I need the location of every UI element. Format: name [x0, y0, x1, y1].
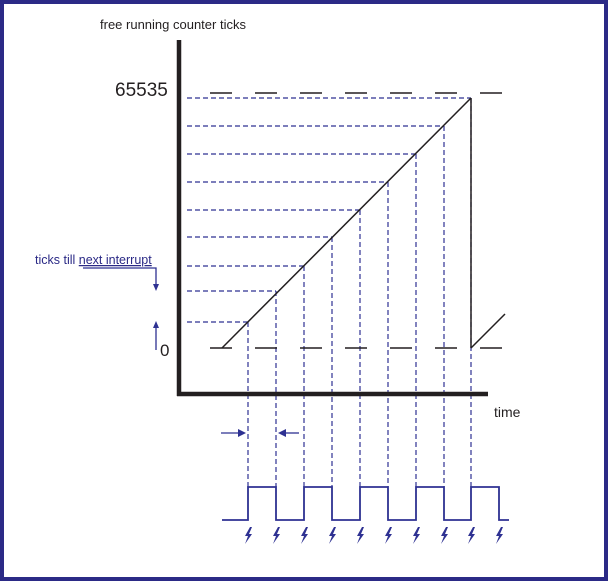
lightning-icon — [357, 527, 364, 544]
annotation-prefix: ticks till — [35, 253, 79, 267]
lightning-icon — [385, 527, 392, 544]
y-axis-label: free running counter ticks — [100, 17, 246, 32]
lightning-icon — [245, 527, 252, 544]
interrupt-markers — [245, 527, 503, 544]
horizontal-guides — [187, 97, 471, 323]
vertical-guides — [247, 98, 472, 487]
y-min-label: 0 — [160, 341, 169, 360]
lightning-icon — [468, 527, 475, 544]
counter-ramp — [221, 97, 506, 349]
lightning-icon — [413, 527, 420, 544]
lightning-icon — [273, 527, 280, 544]
y-max-label: 65535 — [115, 80, 168, 101]
interrupt-waveform — [222, 486, 509, 521]
ticks-till-annotation: ticks till next interrupt — [35, 253, 152, 267]
lightning-icon — [496, 527, 503, 544]
annotation-markers — [83, 267, 159, 350]
annotation-underlined: next interrupt — [79, 253, 152, 267]
lightning-icon — [329, 527, 336, 544]
x-axis-label: time — [494, 404, 521, 420]
lightning-icon — [301, 527, 308, 544]
axes — [176, 40, 488, 397]
lightning-icon — [441, 527, 448, 544]
interval-markers — [221, 429, 299, 437]
